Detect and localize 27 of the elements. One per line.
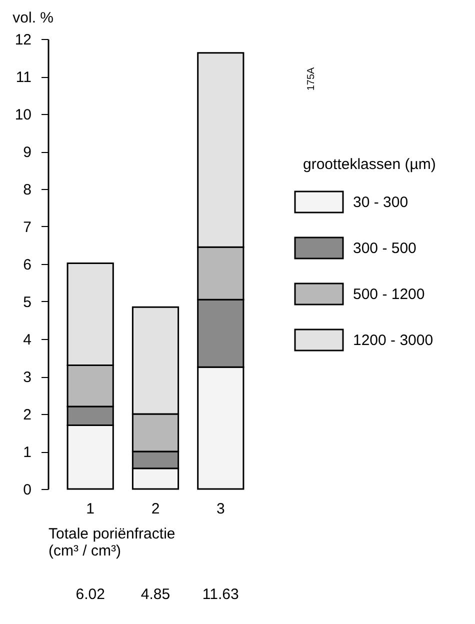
y-tick-label: 1 (23, 444, 32, 461)
y-tick-label: 7 (23, 219, 32, 236)
text: 4.85 (140, 586, 170, 603)
x-axis-title: Totale poriënfractie (cm³ / cm³) (48, 526, 176, 560)
text: 11.63 (202, 586, 239, 603)
y-tick-label: 0 (23, 482, 32, 498)
legend-label: 30 - 300 (353, 194, 408, 211)
y-tick-label: 10 (14, 106, 32, 124)
y-tick-label: 2 (23, 406, 32, 424)
y-tick-label: 4 (23, 332, 32, 348)
y-tick-label: 8 (23, 182, 32, 198)
text: 175A (306, 66, 317, 91)
y-axis-title: vol. % (12, 10, 54, 26)
x-tick-label: 1 (86, 500, 95, 518)
legend-label: 500 - 1200 (353, 286, 425, 303)
y-tick-label: 12 (14, 32, 32, 48)
y-tick-label: 11 (16, 69, 32, 86)
y-tick-label: 9 (23, 144, 32, 161)
x-tick-label: 2 (151, 500, 160, 518)
y-tick-label: 6 (23, 256, 32, 274)
legend-label: 1200 - 3000 (353, 332, 434, 349)
x-tick-label: 3 (216, 500, 225, 518)
y-tick-label: 3 (23, 369, 32, 386)
text: 6.02 (76, 586, 105, 603)
legend-title: grootteklassen (µm) (303, 156, 436, 173)
y-tick-label: 5 (23, 294, 32, 311)
legend-label: 300 - 500 (353, 240, 416, 257)
